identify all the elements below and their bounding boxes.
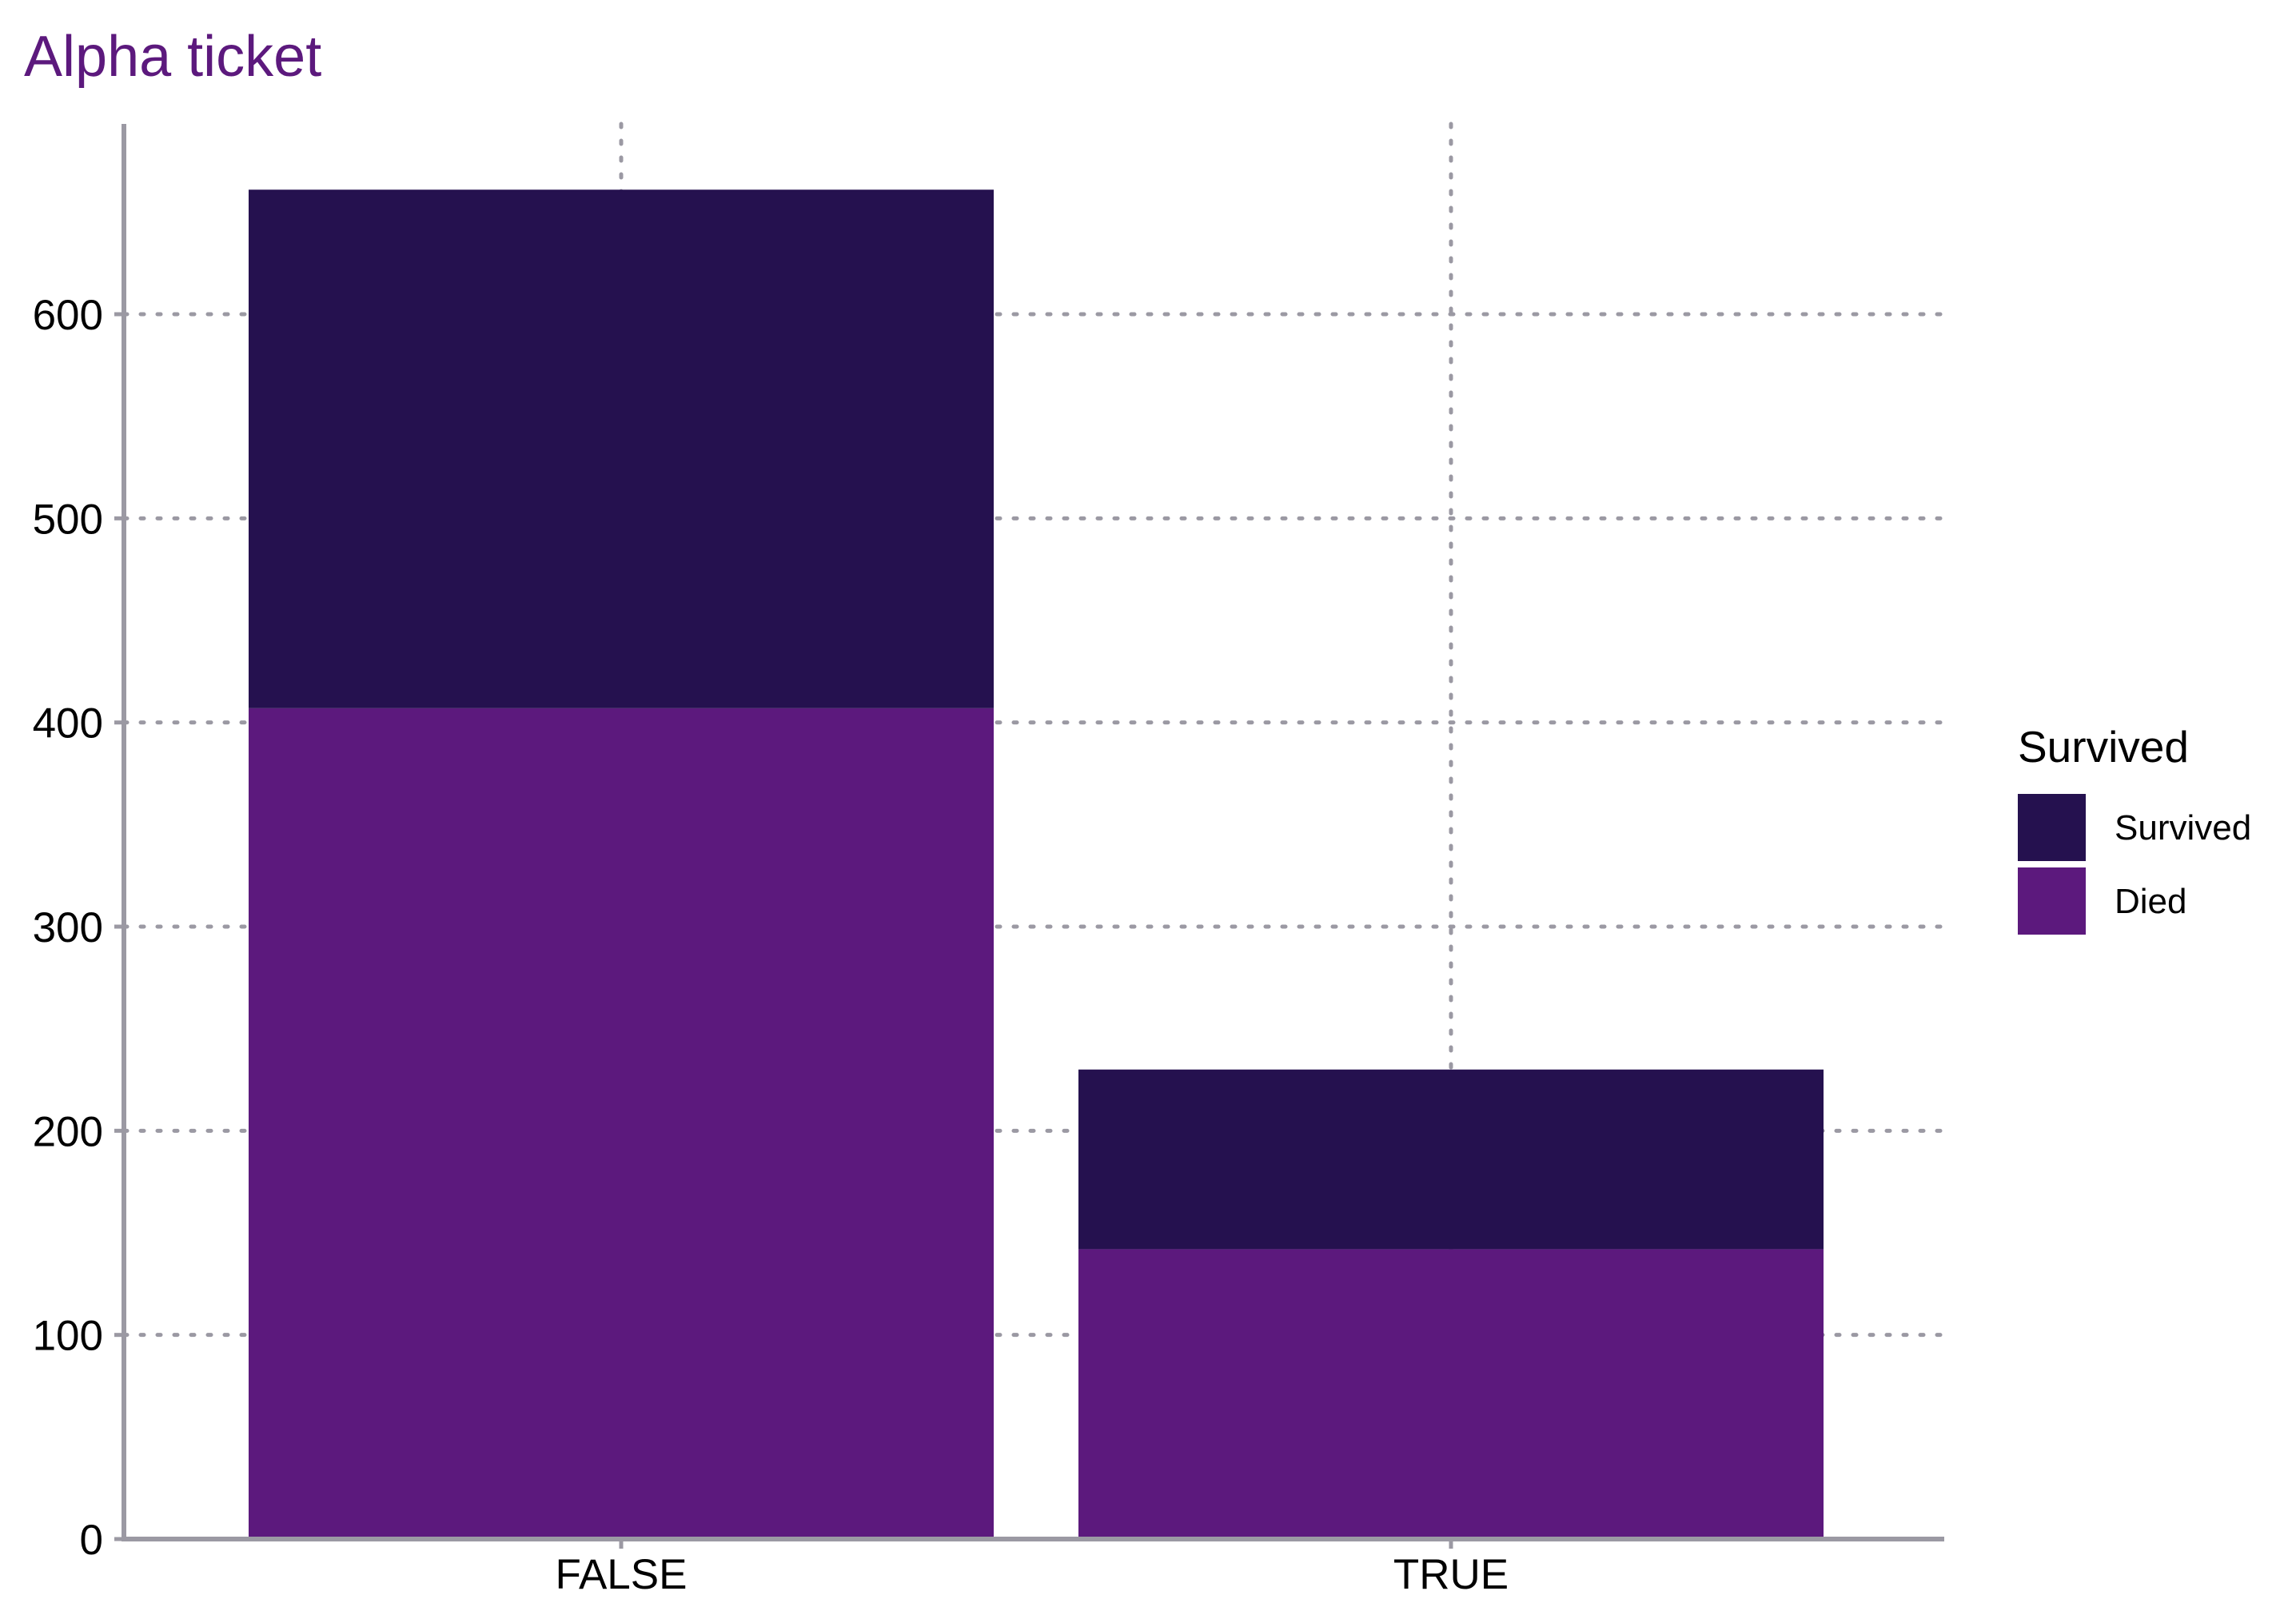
bar-true-died: [1078, 1249, 1824, 1539]
bar-true-survived: [1078, 1069, 1824, 1250]
legend-key-died: [2018, 867, 2086, 935]
y-tick-label-200: 200: [33, 1108, 103, 1155]
y-tick-label-400: 400: [33, 700, 103, 748]
legend-label-died: Died: [2115, 882, 2187, 921]
axes: [114, 124, 1944, 1549]
y-tick-label-100: 100: [33, 1313, 103, 1360]
bars: [249, 189, 1824, 1539]
legend-label-survived: Survived: [2115, 808, 2251, 847]
y-tick-label-500: 500: [33, 496, 103, 543]
tick-labels: 0 100 200 300 400 500 600 FALSE TRUE: [33, 292, 1509, 1598]
bar-false-survived: [249, 189, 994, 708]
x-tick-label-true: TRUE: [1393, 1551, 1509, 1598]
legend-key-survived: [2018, 794, 2086, 861]
legend: Survived Survived Died: [2018, 722, 2251, 935]
bar-false-died: [249, 708, 994, 1539]
x-tick-label-false: FALSE: [556, 1551, 688, 1598]
y-tick-label-600: 600: [33, 292, 103, 339]
y-tick-label-0: 0: [80, 1517, 103, 1564]
y-tick-label-300: 300: [33, 904, 103, 951]
legend-title: Survived: [2018, 722, 2189, 772]
chart-title: Alpha ticket: [24, 25, 321, 89]
